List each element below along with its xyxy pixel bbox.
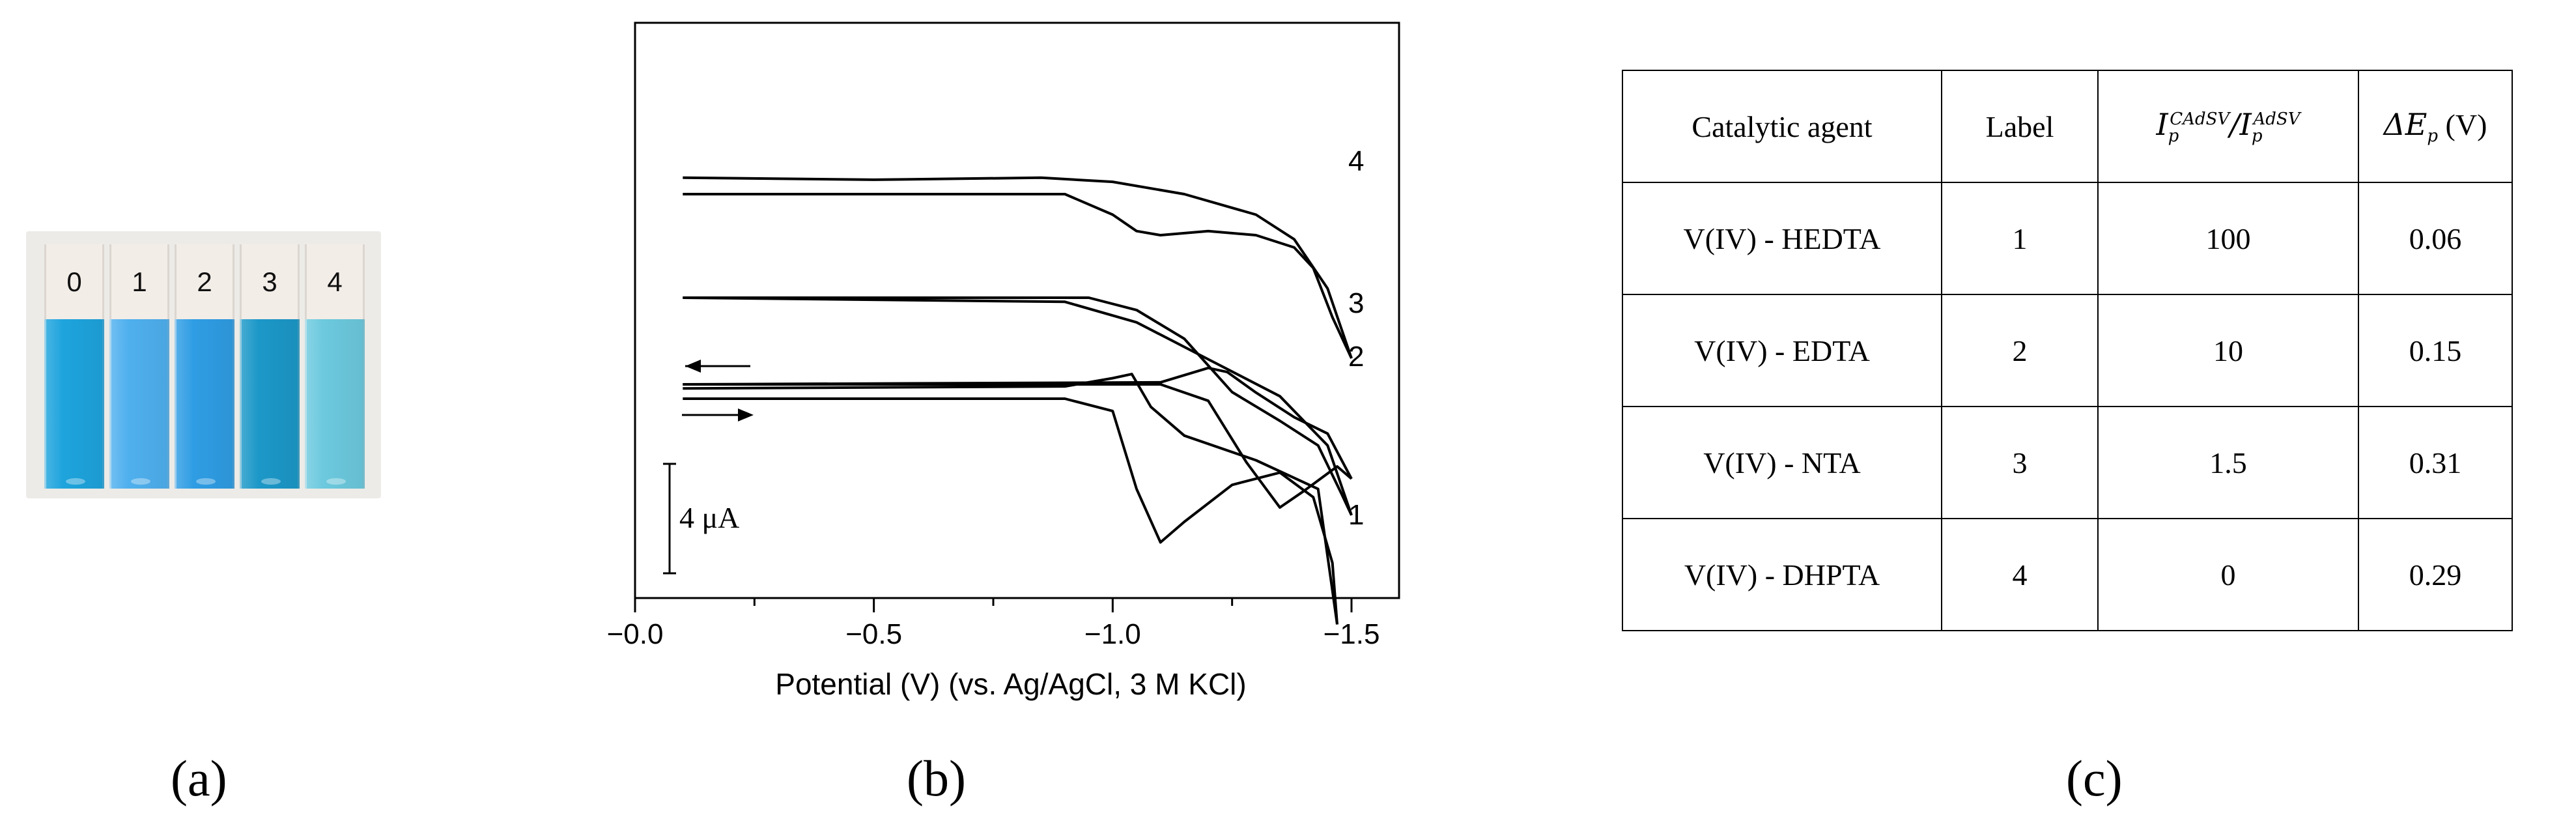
header-delta-ep: ΔEp (V) bbox=[2358, 70, 2513, 183]
plot-frame bbox=[634, 21, 1400, 599]
forward-scan-arrowhead bbox=[738, 408, 754, 421]
cell-peak-ratio: 100 bbox=[2097, 182, 2359, 295]
table-row: V(IV) - DHPTA 4 0 0.29 bbox=[1622, 518, 2513, 631]
cell-peak-ratio: 10 bbox=[2097, 294, 2359, 407]
cuvette-4: 4 bbox=[305, 244, 365, 489]
series-2-reverse-curve bbox=[683, 366, 1353, 479]
cell-catalytic-agent: V(IV) - EDTA bbox=[1622, 294, 1942, 407]
series-3-forward-curve bbox=[683, 296, 1353, 516]
cuvette-2: 2 bbox=[175, 244, 234, 489]
cuvette-solution bbox=[109, 319, 169, 489]
series-4-forward-curve bbox=[683, 193, 1353, 359]
cell-label: 3 bbox=[1941, 406, 2099, 519]
table-row: V(IV) - HEDTA 1 100 0.06 bbox=[1622, 182, 2513, 295]
x-tick-label: −0.0 bbox=[607, 618, 664, 650]
scale-bar-label: 4 μA bbox=[679, 501, 739, 534]
cell-catalytic-agent: V(IV) - HEDTA bbox=[1622, 182, 1942, 295]
series-4-reverse-curve bbox=[683, 176, 1353, 359]
header-catalytic-agent: Catalytic agent bbox=[1622, 70, 1942, 183]
header-peak-ratio: IpCAdSV/IpAdSV bbox=[2097, 70, 2359, 183]
panel-label-a: (a) bbox=[171, 750, 227, 807]
x-axis-label: Potential (V) (vs. Ag/AgCl, 3 M KCl) bbox=[775, 667, 1246, 701]
cell-label: 1 bbox=[1941, 182, 2099, 295]
cuvette-solution bbox=[305, 319, 365, 489]
cuvette-label: 0 bbox=[44, 244, 104, 319]
cuvette-solution bbox=[44, 319, 104, 489]
cuvette-label: 2 bbox=[175, 244, 234, 319]
x-tick-label: −0.5 bbox=[845, 618, 902, 650]
catalytic-agent-table: Catalytic agent Label IpCAdSV/IpAdSV ΔEp… bbox=[1622, 70, 2513, 631]
cell-peak-ratio: 1.5 bbox=[2097, 406, 2359, 519]
series-label-4: 4 bbox=[1348, 145, 1364, 177]
cell-delta-ep: 0.31 bbox=[2358, 406, 2513, 519]
cell-delta-ep: 0.29 bbox=[2358, 518, 2513, 631]
series-1-forward-curve bbox=[683, 397, 1338, 625]
table-row: V(IV) - EDTA 2 10 0.15 bbox=[1622, 294, 2513, 407]
cuvette-label: 3 bbox=[240, 244, 300, 319]
table-header-row: Catalytic agent Label IpCAdSV/IpAdSV ΔEp… bbox=[1622, 70, 2513, 183]
cuvette-label: 1 bbox=[109, 244, 169, 319]
cuvette-solution bbox=[240, 319, 300, 489]
cell-catalytic-agent: V(IV) - NTA bbox=[1622, 406, 1942, 519]
cuvette-0: 0 bbox=[44, 244, 104, 489]
panel-label-b: (b) bbox=[907, 750, 966, 807]
cuvette-1: 1 bbox=[109, 244, 169, 489]
panel-label-c: (c) bbox=[2066, 750, 2123, 807]
cell-peak-ratio: 0 bbox=[2097, 518, 2359, 631]
cell-catalytic-agent: V(IV) - DHPTA bbox=[1622, 518, 1942, 631]
cell-delta-ep: 0.15 bbox=[2358, 294, 2513, 407]
series-3-reverse-curve bbox=[683, 296, 1353, 516]
cell-label: 4 bbox=[1941, 518, 2099, 631]
x-tick-label: −1.0 bbox=[1084, 618, 1141, 650]
cuvette-label: 4 bbox=[305, 244, 365, 319]
series-1-reverse-curve bbox=[683, 373, 1338, 625]
series-label-3: 3 bbox=[1348, 287, 1364, 319]
header-label: Label bbox=[1941, 70, 2099, 183]
table-row: V(IV) - NTA 3 1.5 0.31 bbox=[1622, 406, 2513, 519]
cuvette-3: 3 bbox=[240, 244, 300, 489]
cell-label: 2 bbox=[1941, 294, 2099, 407]
cuvette-solution bbox=[175, 319, 234, 489]
cell-delta-ep: 0.06 bbox=[2358, 182, 2513, 295]
reverse-scan-arrowhead bbox=[685, 360, 701, 373]
x-tick-label: −1.5 bbox=[1323, 618, 1380, 650]
